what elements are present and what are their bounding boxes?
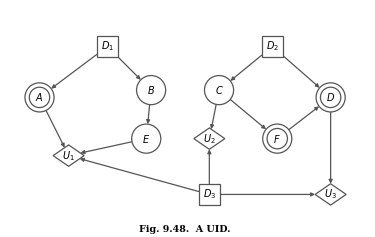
- Text: $A$: $A$: [35, 91, 44, 103]
- Polygon shape: [315, 184, 346, 205]
- Circle shape: [204, 76, 234, 105]
- Text: Fig. 9.48.  A UID.: Fig. 9.48. A UID.: [140, 225, 231, 234]
- Text: $E$: $E$: [142, 133, 150, 145]
- Polygon shape: [194, 128, 225, 149]
- Text: $D_2$: $D_2$: [266, 40, 279, 53]
- Text: $D$: $D$: [326, 91, 335, 103]
- Circle shape: [136, 76, 166, 105]
- Text: $U_3$: $U_3$: [324, 187, 337, 201]
- Text: $D_3$: $D_3$: [203, 187, 216, 201]
- FancyBboxPatch shape: [97, 36, 118, 57]
- FancyBboxPatch shape: [199, 184, 220, 205]
- Circle shape: [132, 124, 161, 153]
- Text: $F$: $F$: [273, 133, 281, 145]
- Circle shape: [316, 83, 345, 112]
- Circle shape: [263, 124, 292, 153]
- Text: $D_1$: $D_1$: [101, 40, 114, 53]
- Text: $U_2$: $U_2$: [203, 132, 216, 146]
- Polygon shape: [53, 145, 84, 166]
- Circle shape: [321, 87, 341, 108]
- Circle shape: [29, 87, 50, 108]
- Text: $B$: $B$: [147, 84, 155, 96]
- Text: $U_1$: $U_1$: [62, 149, 75, 163]
- Text: $C$: $C$: [214, 84, 223, 96]
- FancyBboxPatch shape: [262, 36, 283, 57]
- Circle shape: [267, 128, 288, 149]
- Circle shape: [25, 83, 54, 112]
